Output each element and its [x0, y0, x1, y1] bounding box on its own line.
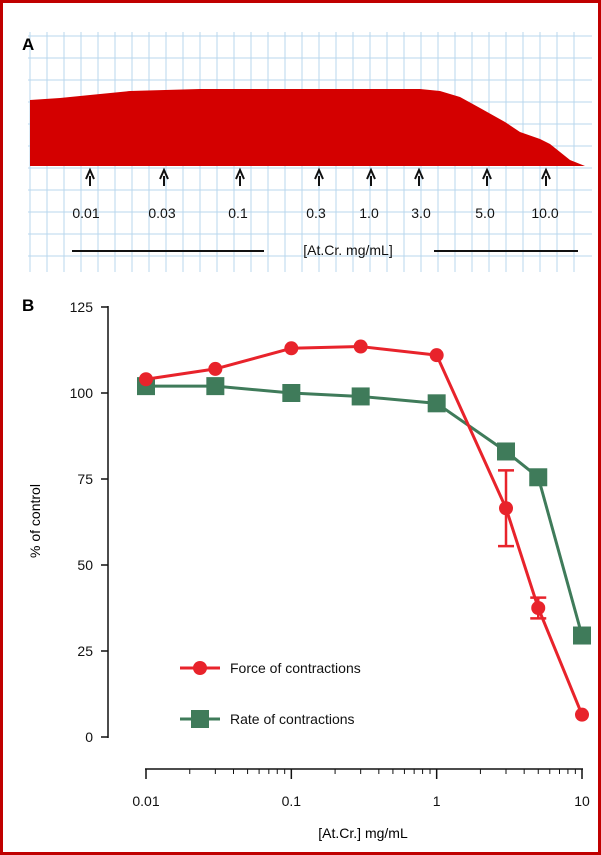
- x-tick-label: 10: [574, 793, 590, 809]
- dose-arrow: [366, 167, 376, 186]
- y-axis-label: % of control: [27, 484, 43, 558]
- rate-data-point: [497, 442, 516, 461]
- y-tick-label: 25: [77, 643, 93, 659]
- rate-data-point: [351, 387, 370, 406]
- x-axis-label: [At.Cr.] mg/mL: [318, 825, 408, 841]
- x-tick-label: 0.1: [282, 793, 302, 809]
- force-data-point: [575, 707, 589, 722]
- legend-marker: [193, 661, 207, 675]
- dose-arrow: [159, 167, 169, 186]
- dose-label: 3.0: [411, 205, 431, 221]
- y-tick-label: 100: [70, 385, 94, 401]
- legend-marker: [191, 710, 209, 728]
- force-series-line: [145, 345, 584, 716]
- dose-arrow: [314, 167, 324, 186]
- rate-data-point: [282, 384, 301, 402]
- chart-axes: 0 25 50 75 100 125 0.01 0.1 1 10: [70, 299, 590, 809]
- y-tick-label: 50: [77, 557, 93, 573]
- legend-label: Force of contractions: [230, 660, 361, 676]
- rate-data-point: [573, 626, 591, 645]
- dose-label: 0.3: [306, 205, 326, 221]
- force-data-point: [284, 341, 299, 356]
- force-data-point: [429, 348, 444, 363]
- panel-b: B 0 25 50 75 100 125 0.01 0.1 1 10 Force of contr…: [22, 296, 591, 841]
- rate-data-point: [206, 377, 225, 396]
- dose-arrow: [482, 167, 492, 186]
- dose-label: 0.01: [72, 205, 99, 221]
- rate-data-point: [529, 468, 548, 487]
- y-tick-label: 125: [70, 299, 94, 315]
- dose-caption: [At.Cr. mg/mL]: [303, 242, 392, 258]
- dose-markers: 0.01 0.03 0.1 0.3 1.0 3.0 5.0 10.0: [72, 167, 559, 221]
- force-data-point: [499, 501, 514, 516]
- force-data-point: [353, 339, 368, 354]
- panel-a-label: A: [22, 35, 34, 54]
- panel-b-label: B: [22, 296, 34, 315]
- chart-series: [137, 339, 591, 722]
- dose-label: 10.0: [531, 205, 558, 221]
- dose-label: 5.0: [475, 205, 495, 221]
- panel-a: A 0.01 0.03 0.1 0.3 1.0 3.0 5.0 10.0 [At.Cr. mg…: [22, 32, 592, 272]
- dose-label: 1.0: [359, 205, 379, 221]
- x-tick-label: 0.01: [132, 793, 159, 809]
- dose-arrow: [235, 167, 245, 186]
- force-data-point: [139, 372, 153, 387]
- x-tick-label: 1: [433, 793, 441, 809]
- dose-label: 0.03: [148, 205, 175, 221]
- rate-series-line: [146, 384, 584, 636]
- y-tick-label: 75: [77, 471, 93, 487]
- chart-legend: Force of contractions Rate of contraction…: [180, 660, 361, 728]
- legend-label: Rate of contractions: [230, 711, 355, 727]
- dose-arrow: [414, 167, 424, 186]
- contraction-trace: [30, 89, 585, 166]
- force-data-point: [531, 601, 546, 615]
- dose-arrow: [541, 167, 551, 186]
- y-tick-label: 0: [85, 729, 93, 745]
- dose-arrow: [85, 167, 95, 186]
- force-data-point: [208, 361, 223, 376]
- dose-label: 0.1: [228, 205, 248, 221]
- rate-data-point: [427, 394, 446, 413]
